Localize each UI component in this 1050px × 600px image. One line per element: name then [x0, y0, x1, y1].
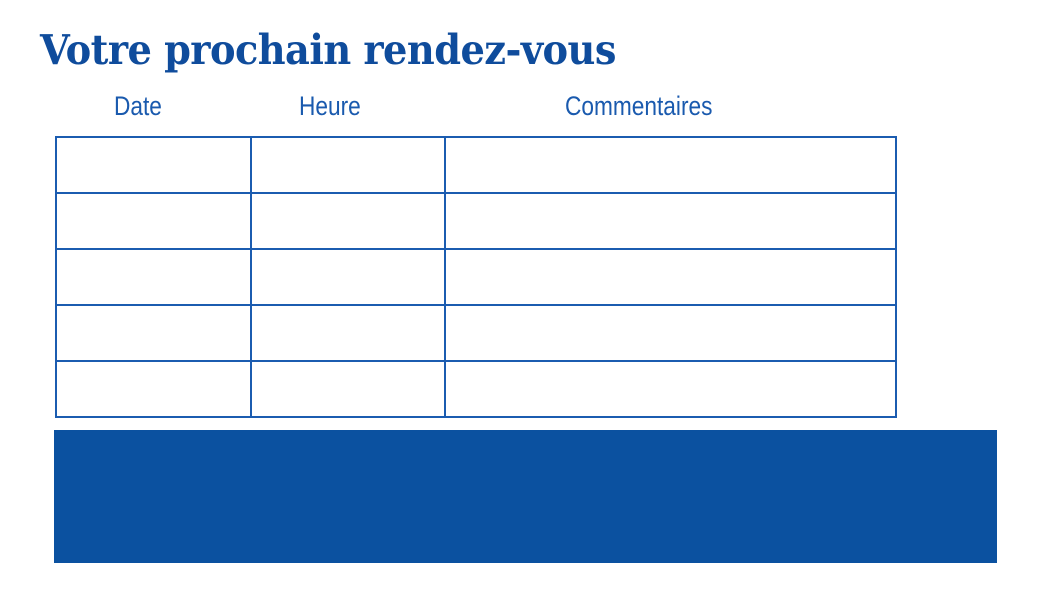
cell-commentaires[interactable]	[444, 248, 897, 306]
cell-date[interactable]	[55, 304, 252, 362]
cell-commentaires[interactable]	[444, 304, 897, 362]
cell-date[interactable]	[55, 192, 252, 250]
footer-color-block	[54, 430, 997, 563]
cell-commentaires[interactable]	[444, 136, 897, 194]
appointment-table	[55, 136, 897, 418]
cell-heure[interactable]	[250, 304, 446, 362]
cell-date[interactable]	[55, 248, 252, 306]
table-row	[55, 136, 897, 194]
table-column-header-row: Date Heure Commentaires	[55, 90, 895, 126]
column-header-heure: Heure	[299, 91, 361, 121]
cell-commentaires[interactable]	[444, 192, 897, 250]
cell-date[interactable]	[55, 136, 252, 194]
table-row	[55, 192, 897, 250]
table-row	[55, 360, 897, 418]
cell-heure[interactable]	[250, 192, 446, 250]
cell-heure[interactable]	[250, 248, 446, 306]
page-title: Votre prochain rendez-vous	[40, 26, 616, 74]
cell-date[interactable]	[55, 360, 252, 418]
table-row	[55, 248, 897, 306]
cell-commentaires[interactable]	[444, 360, 897, 418]
column-header-date: Date	[114, 91, 162, 121]
cell-heure[interactable]	[250, 360, 446, 418]
cell-heure[interactable]	[250, 136, 446, 194]
table-row	[55, 304, 897, 362]
column-header-commentaires: Commentaires	[565, 91, 713, 121]
